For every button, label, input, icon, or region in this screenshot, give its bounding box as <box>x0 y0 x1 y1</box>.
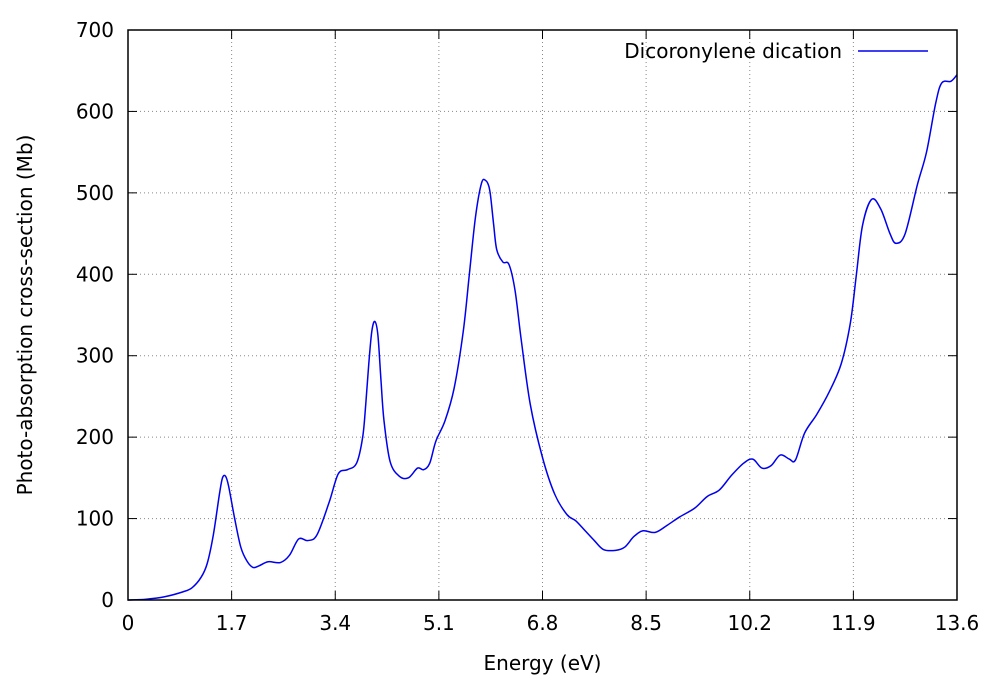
x-tick-label: 3.4 <box>319 611 351 635</box>
series-group <box>127 74 958 601</box>
y-tick-label: 400 <box>76 262 114 286</box>
x-tick-label: 13.6 <box>935 611 980 635</box>
legend-label: Dicoronylene dication <box>624 39 842 63</box>
y-tick-label: 100 <box>76 507 114 531</box>
y-tick-label: 700 <box>76 18 114 42</box>
x-axis-label: Energy (eV) <box>484 651 602 675</box>
x-tick-label: 10.2 <box>727 611 772 635</box>
series-line <box>127 74 958 601</box>
x-tick-label: 0 <box>122 611 135 635</box>
grid <box>128 30 957 600</box>
x-tick-label: 1.7 <box>216 611 248 635</box>
y-tick-label: 600 <box>76 99 114 123</box>
y-tick-label: 0 <box>101 588 114 612</box>
tick-labels: 0 1.7 3.4 5.1 6.8 8.5 10.2 11.9 13.6 0 100 200 300 40… <box>76 18 979 635</box>
x-tick-label: 11.9 <box>831 611 876 635</box>
y-tick-label: 300 <box>76 344 114 368</box>
legend: Dicoronylene dication <box>624 39 928 63</box>
x-tick-label: 5.1 <box>423 611 455 635</box>
y-tick-label: 200 <box>76 425 114 449</box>
x-tick-label: 8.5 <box>630 611 662 635</box>
y-tick-label: 500 <box>76 181 114 205</box>
x-tick-label: 6.8 <box>527 611 559 635</box>
y-axis-label: Photo-absorption cross-section (Mb) <box>13 135 37 496</box>
ticks <box>127 29 958 601</box>
